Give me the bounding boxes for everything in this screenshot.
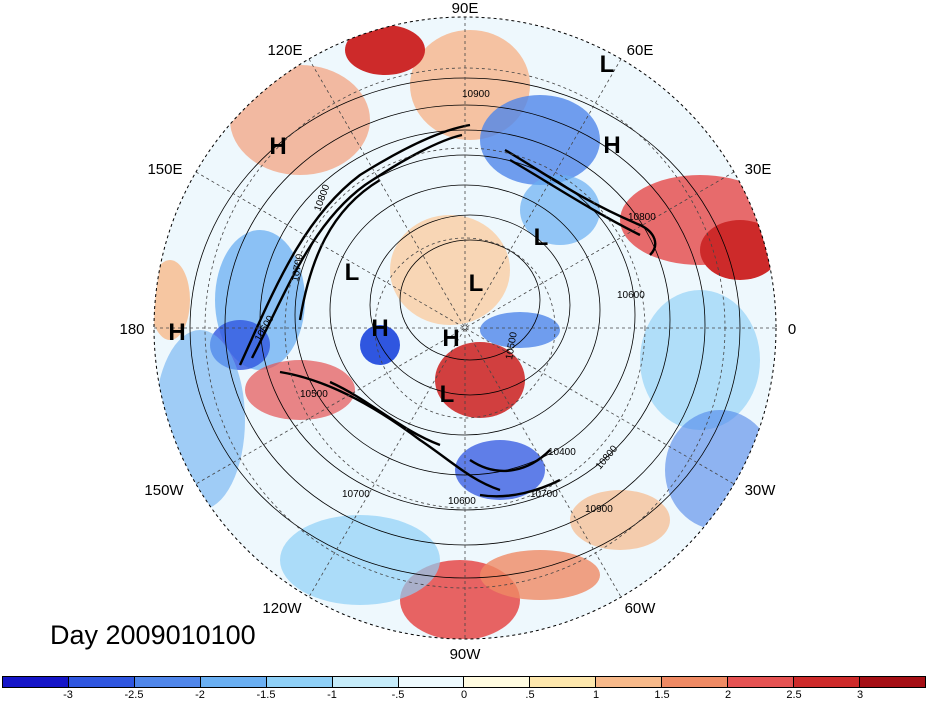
colorbar-tick-label: -1.5: [256, 689, 276, 701]
colorbar-tick-label: -1: [327, 689, 337, 701]
jet-contours: [238, 123, 657, 498]
colorbar-swatch: [662, 677, 729, 687]
colorbar-tick-label: 2: [724, 689, 732, 701]
high-center-label: H: [442, 325, 459, 352]
anomaly-field: [154, 17, 776, 639]
colorbar-tick-label: -2: [195, 689, 205, 701]
low-center-label: L: [469, 270, 484, 297]
lon-label-90w: 90W: [450, 646, 482, 663]
high-center-label: H: [371, 315, 388, 342]
polar-stereographic-map: 90E 60E 30E 0 30W 60W 90W 120W 150W 180 …: [119, 0, 796, 663]
colorbar-swatch: [68, 677, 135, 687]
lon-label-150w: 150W: [144, 482, 184, 499]
colorbar-tick-label: 2.5: [786, 689, 802, 701]
high-center-label: H: [269, 133, 286, 160]
colorbar-tick-label: -2.5: [124, 689, 144, 701]
contour-label: 10700: [290, 253, 306, 283]
contour-label: 10500: [504, 331, 520, 361]
colorbar-swatch: [596, 677, 663, 687]
contour-label: 10400: [548, 447, 576, 458]
graticule: [154, 17, 776, 639]
low-center-label: L: [345, 259, 360, 286]
colorbar-tick-label: 1.5: [654, 689, 670, 701]
high-center-label: H: [168, 319, 185, 346]
map-boundary: [153, 16, 777, 640]
contour-label: 10600: [448, 496, 476, 507]
lon-label-90e: 90E: [452, 0, 479, 17]
colorbar-tick-label: .5: [525, 689, 535, 701]
colorbar-swatch: [530, 677, 597, 687]
high-center-label: H: [603, 132, 620, 159]
contour-label: 10600: [617, 290, 645, 301]
contour-label: 10700: [530, 489, 558, 500]
colorbar-tick-labels: -3 -2.5 -2 -1.5 -1 -.5 0 .5 1 1.5 2 2.5 3: [0, 689, 928, 703]
lon-label-120w: 120W: [262, 600, 302, 617]
map-title: Day 2009010100: [50, 620, 256, 650]
lon-label-60e: 60E: [627, 42, 654, 59]
colorbar-tick-label: 3: [856, 689, 864, 701]
lon-label-0: 0: [788, 321, 796, 338]
colorbar-swatch: [332, 677, 399, 687]
colorbar-swatch: [728, 677, 795, 687]
lon-label-60w: 60W: [625, 600, 657, 617]
lon-label-30e: 30E: [745, 161, 772, 178]
colorbar-swatch: [134, 677, 201, 687]
colorbar-swatch: [3, 677, 69, 687]
colorbar: [2, 676, 926, 688]
contour-label: 10800: [628, 212, 656, 223]
colorbar-tick-label: 1: [592, 689, 600, 701]
colorbar-swatch: [200, 677, 267, 687]
colorbar-tick-label: 0: [460, 689, 468, 701]
colorbar-tick-label: -.5: [391, 689, 405, 701]
contour-label: 10700: [342, 489, 370, 500]
colorbar-tick-label: -3: [63, 689, 73, 701]
lon-label-30w: 30W: [745, 482, 777, 499]
colorbar-swatch: [859, 677, 925, 687]
colorbar-swatch: [398, 677, 465, 687]
lon-label-120e: 120E: [267, 42, 302, 59]
low-center-label: L: [600, 51, 615, 78]
colorbar-swatch: [794, 677, 860, 687]
lon-label-180: 180: [119, 321, 144, 338]
colorbar-swatch: [464, 677, 531, 687]
contour-label: 10900: [462, 89, 490, 100]
low-center-label: L: [440, 381, 455, 408]
low-center-label: L: [534, 224, 549, 251]
lon-label-150e: 150E: [147, 161, 182, 178]
colorbar-swatch: [266, 677, 333, 687]
contour-label: 10500: [300, 389, 328, 400]
contour-label: 10900: [585, 504, 613, 515]
